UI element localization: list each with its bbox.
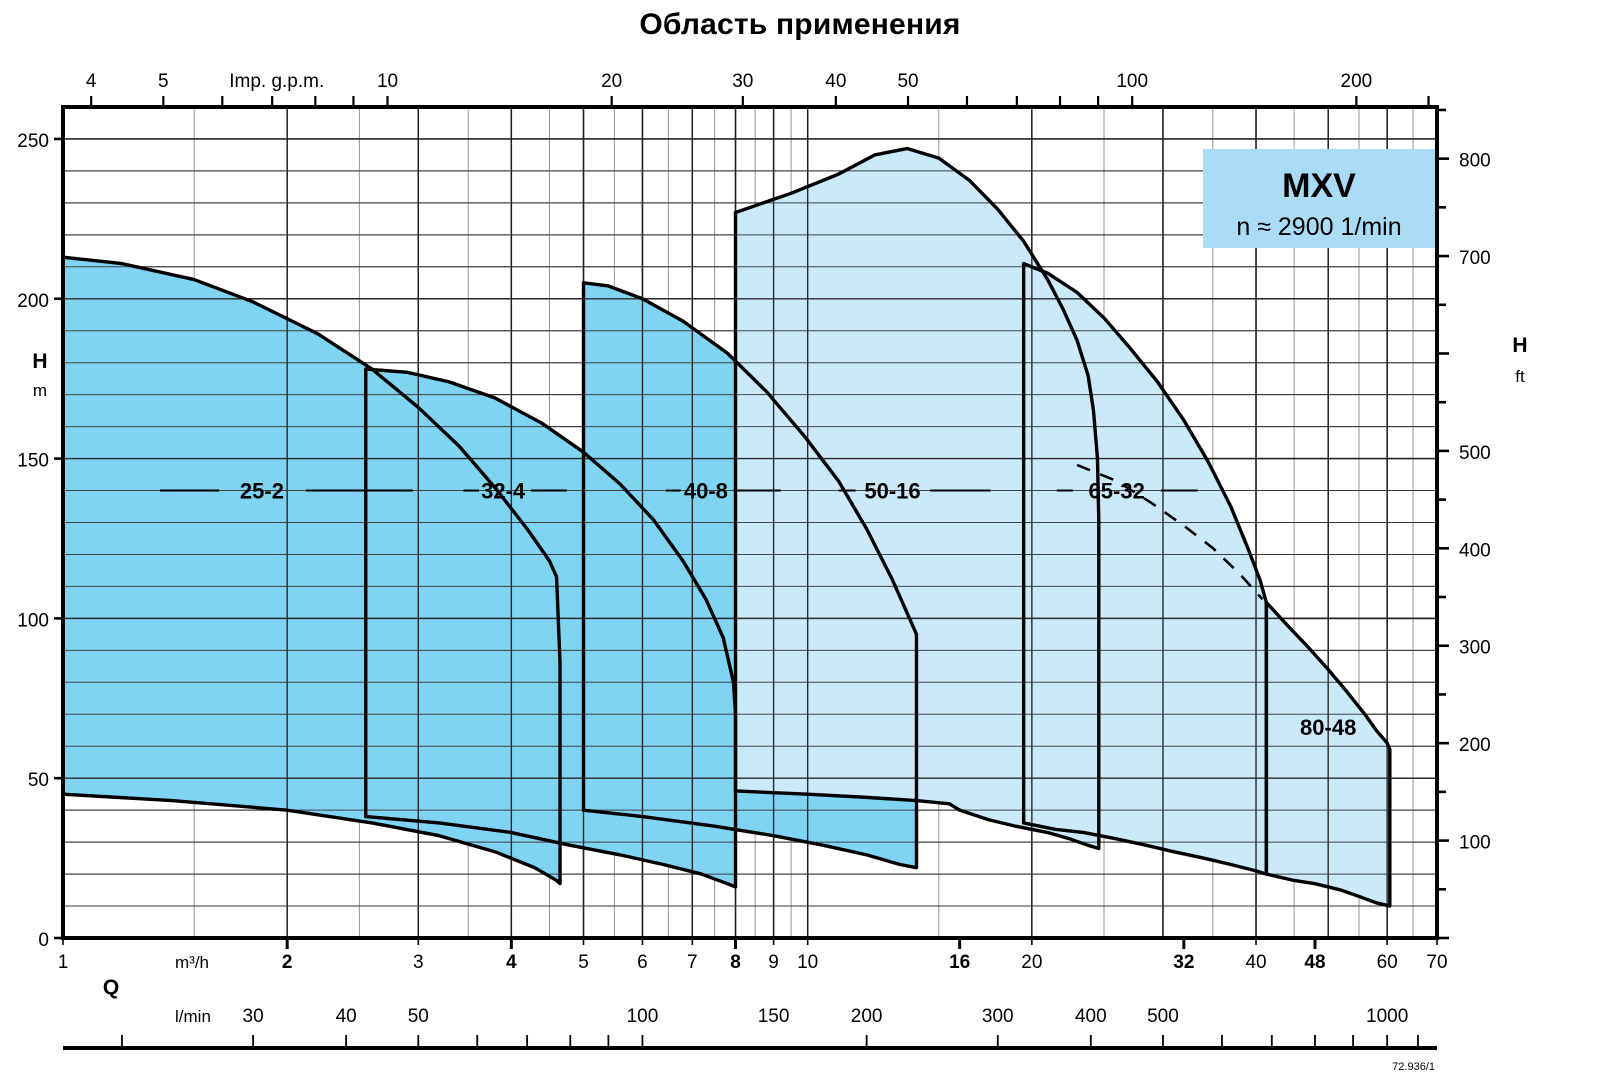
envelope-lower-25-2 xyxy=(61,792,562,886)
bottom-axis-label: 2 xyxy=(282,952,293,973)
bottom-axis-label: 1 xyxy=(58,952,69,973)
envelope-upper-65-32 xyxy=(1021,261,1269,605)
envelope-upper-40-8 xyxy=(581,281,919,637)
bottom2-axis-label: 40 xyxy=(336,1006,357,1027)
top-axis-name: Imp. g.p.m. xyxy=(229,71,324,92)
top-axis-label: 50 xyxy=(897,71,918,92)
right-axis-label: 200 xyxy=(1459,735,1491,756)
top-axis-label: 40 xyxy=(825,71,846,92)
left-axis-label: 150 xyxy=(17,451,49,472)
bottom2-axis-label: 100 xyxy=(627,1006,659,1027)
top-axis-label: 30 xyxy=(732,71,753,92)
bottom-axis-label: 10 xyxy=(797,952,818,973)
envelope-lower-50-16 xyxy=(733,789,1101,851)
right-axis-label: 500 xyxy=(1459,443,1491,464)
page-title: Область применения xyxy=(639,8,961,41)
top-axis-label: 10 xyxy=(377,71,398,92)
top-axis-label: 5 xyxy=(158,71,169,92)
left-axis-name: H xyxy=(32,350,47,373)
bottom-axis-label: 3 xyxy=(413,952,424,973)
left-axis-unit: m xyxy=(33,381,47,400)
bottom-axis-label: 8 xyxy=(730,952,741,973)
bottom-axis-label: 32 xyxy=(1173,952,1194,973)
curve-label-50-16: 50-16 xyxy=(864,479,920,504)
plot-frame xyxy=(61,105,1439,940)
right-axis-label: 100 xyxy=(1459,833,1491,854)
bottom2-axis-label: 400 xyxy=(1075,1006,1107,1027)
right-axis-label: 400 xyxy=(1459,540,1491,561)
bottom-axis-label: 20 xyxy=(1021,952,1042,973)
bottom-axis-unit: m³/h xyxy=(175,953,209,972)
legend-speed: n ≈ 2900 1/min xyxy=(1236,213,1401,241)
left-axis-label: 50 xyxy=(28,770,49,791)
bottom2-axis-label: 30 xyxy=(243,1006,264,1027)
bottom-axis-label: 70 xyxy=(1426,952,1447,973)
bottom2-axis-unit: l/min xyxy=(175,1007,211,1026)
bottom-axis-label: 60 xyxy=(1377,952,1398,973)
curve-label-40-8: 40-8 xyxy=(684,479,728,504)
curve-label-25-2: 25-2 xyxy=(240,479,284,504)
envelope-upper-50-16 xyxy=(733,146,1101,601)
right-axis-unit: ft xyxy=(1515,367,1525,386)
legend-model: MXV xyxy=(1282,167,1356,205)
legend-box xyxy=(1203,149,1435,248)
bottom-axis-label: 16 xyxy=(949,952,970,973)
left-axis-label: 0 xyxy=(38,930,49,951)
left-axis-label: 200 xyxy=(17,291,49,312)
bottom2-axis-label: 150 xyxy=(758,1006,790,1027)
top-axis-label: 20 xyxy=(601,71,622,92)
left-axis-label: 100 xyxy=(17,610,49,631)
bottom2-axis-label: 50 xyxy=(408,1006,429,1027)
left-axis-label: 250 xyxy=(17,131,49,152)
bottom-axis-label: 7 xyxy=(687,952,698,973)
bottom-axis-label: 6 xyxy=(637,952,648,973)
right-axis-label: 800 xyxy=(1459,151,1491,172)
right-axis-label: 700 xyxy=(1459,248,1491,269)
envelope-upper-25-2 xyxy=(61,255,562,665)
curve-label-32-4: 32-4 xyxy=(481,479,526,504)
envelope-lower-40-8 xyxy=(581,808,919,870)
bottom-axis-label: 48 xyxy=(1304,952,1325,973)
curve-label-80-48: 80-48 xyxy=(1300,715,1356,740)
right-axis-label: 300 xyxy=(1459,638,1491,659)
curve-label-65-32: 65-32 xyxy=(1089,479,1145,504)
envelope-fill-65-32 xyxy=(1023,263,1267,875)
bottom-axis-label: 9 xyxy=(768,952,779,973)
envelope-lower-32-4 xyxy=(364,814,738,889)
bottom2-axis-label: 200 xyxy=(851,1006,883,1027)
bottom2-axis-label: 300 xyxy=(982,1006,1014,1027)
bottom-axis-name: Q xyxy=(103,976,119,999)
top-axis-label: 200 xyxy=(1341,71,1373,92)
envelope-upper-80-48 xyxy=(1264,600,1392,752)
bottom-axis-label: 40 xyxy=(1245,952,1266,973)
envelope-upper-32-4 xyxy=(364,367,738,716)
envelope-lower-80-48 xyxy=(1264,872,1392,908)
envelope-lower-65-32 xyxy=(1021,821,1269,876)
bottom-axis-label: 5 xyxy=(578,952,589,973)
bottom2-axis-label: 500 xyxy=(1147,1006,1179,1027)
top-axis-label: 4 xyxy=(86,71,97,92)
right-axis-name: H xyxy=(1512,334,1527,357)
doc-code: 72.936/1 xyxy=(1392,1061,1435,1072)
bottom-axis-label: 4 xyxy=(506,952,517,973)
top-axis-label: 100 xyxy=(1116,71,1148,92)
bottom2-axis-label: 1000 xyxy=(1366,1006,1408,1027)
envelope-fill-50-16 xyxy=(735,148,1099,849)
